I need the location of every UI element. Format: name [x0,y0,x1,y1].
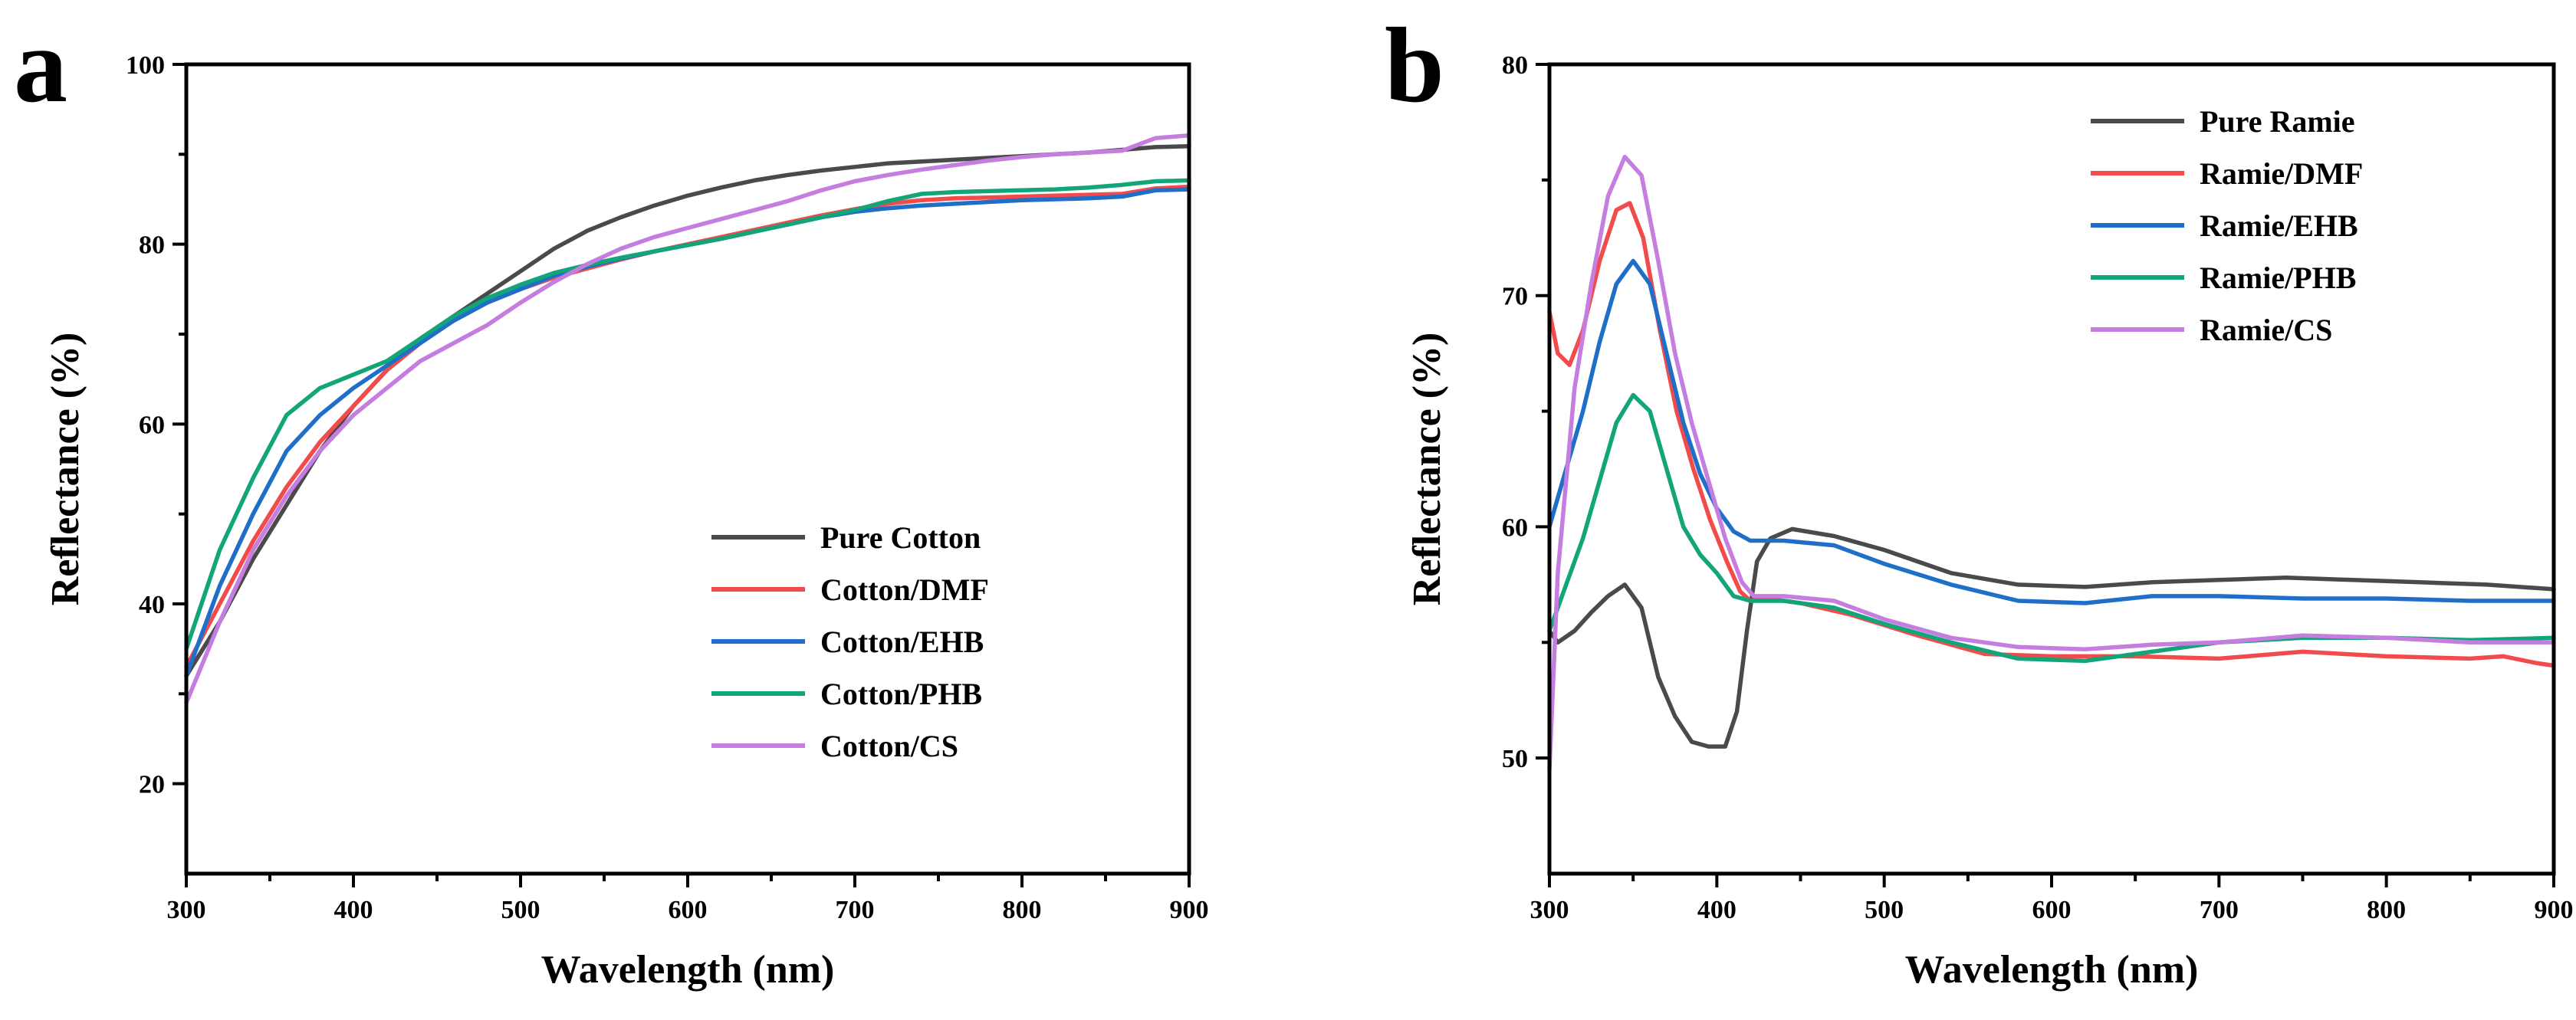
series-line-0 [1547,526,2556,749]
x-axis-label: Wavelength (nm) [1905,948,2199,992]
x-tick-label: 400 [1697,896,1737,924]
series-line-0 [184,144,1191,678]
plot-frame [184,62,1191,876]
x-tick-label: 400 [334,896,373,924]
y-tick-label: 60 [1502,513,1528,542]
x-tick-label: 300 [1530,896,1569,924]
series-line-1 [1547,201,2556,668]
x-tick-label: 700 [2200,896,2239,924]
series-line-2 [1547,258,2556,605]
x-tick-label: 500 [501,896,540,924]
y-tick-label: 80 [1502,51,1528,80]
panel-a-cotton-chart: a 300 400 500 600 700 800 900 20 40 60 80 100 Wavelen… [14,6,1209,992]
x-tick-label: 800 [1003,896,1042,924]
y-tick-label: 100 [126,51,165,80]
legend-label: Cotton/CS [820,729,958,763]
x-tick-label: 700 [836,896,875,924]
x-axis-label: Wavelength (nm) [541,948,835,992]
legend-label: Cotton/PHB [820,677,982,711]
legend-label: Ramie/PHB [2200,261,2356,295]
series-line-4 [184,133,1191,705]
legend-label: Pure Ramie [2200,104,2355,139]
legend-label: Pure Cotton [820,520,981,555]
y-tick-label: 70 [1502,283,1528,311]
y-axis-label: Reflectance (%) [44,333,87,606]
panel-letter: b [1385,6,1444,125]
x-tick-label: 300 [167,896,206,924]
series-line-3 [184,178,1191,651]
x-tick-label: 600 [669,896,708,924]
x-tick-label: 600 [2032,896,2072,924]
panel-b-ramie-chart: b 300 400 500 600 700 800 900 50 60 70 80 Wavelength… [1385,6,2574,992]
series-line-4 [1547,154,2556,772]
y-tick-label: 20 [139,771,165,799]
series-line-3 [1547,392,2556,664]
y-axis-label: Reflectance (%) [1405,333,1449,606]
x-tick-label: 900 [1170,896,1209,924]
x-tick-label: 500 [1865,896,1904,924]
legend: Pure Cotton Cotton/DMF Cotton/EHB Cotton/PH… [711,520,989,763]
panel-letter: a [14,6,67,125]
legend: Pure Ramie Ramie/DMF Ramie/EHB Ramie/PHB Ram… [2091,104,2363,347]
x-tick-label: 900 [2535,896,2574,924]
y-tick-label: 60 [139,411,165,439]
y-tick-label: 50 [1502,745,1528,773]
legend-label: Ramie/CS [2200,313,2332,347]
y-tick-label: 80 [139,231,165,260]
legend-label: Cotton/DMF [820,572,989,607]
legend-label: Cotton/EHB [820,625,984,659]
series-line-1 [184,184,1191,669]
legend-label: Ramie/EHB [2200,208,2358,243]
x-tick-label: 800 [2367,896,2406,924]
y-tick-label: 40 [139,591,165,619]
legend-label: Ramie/DMF [2200,156,2363,191]
